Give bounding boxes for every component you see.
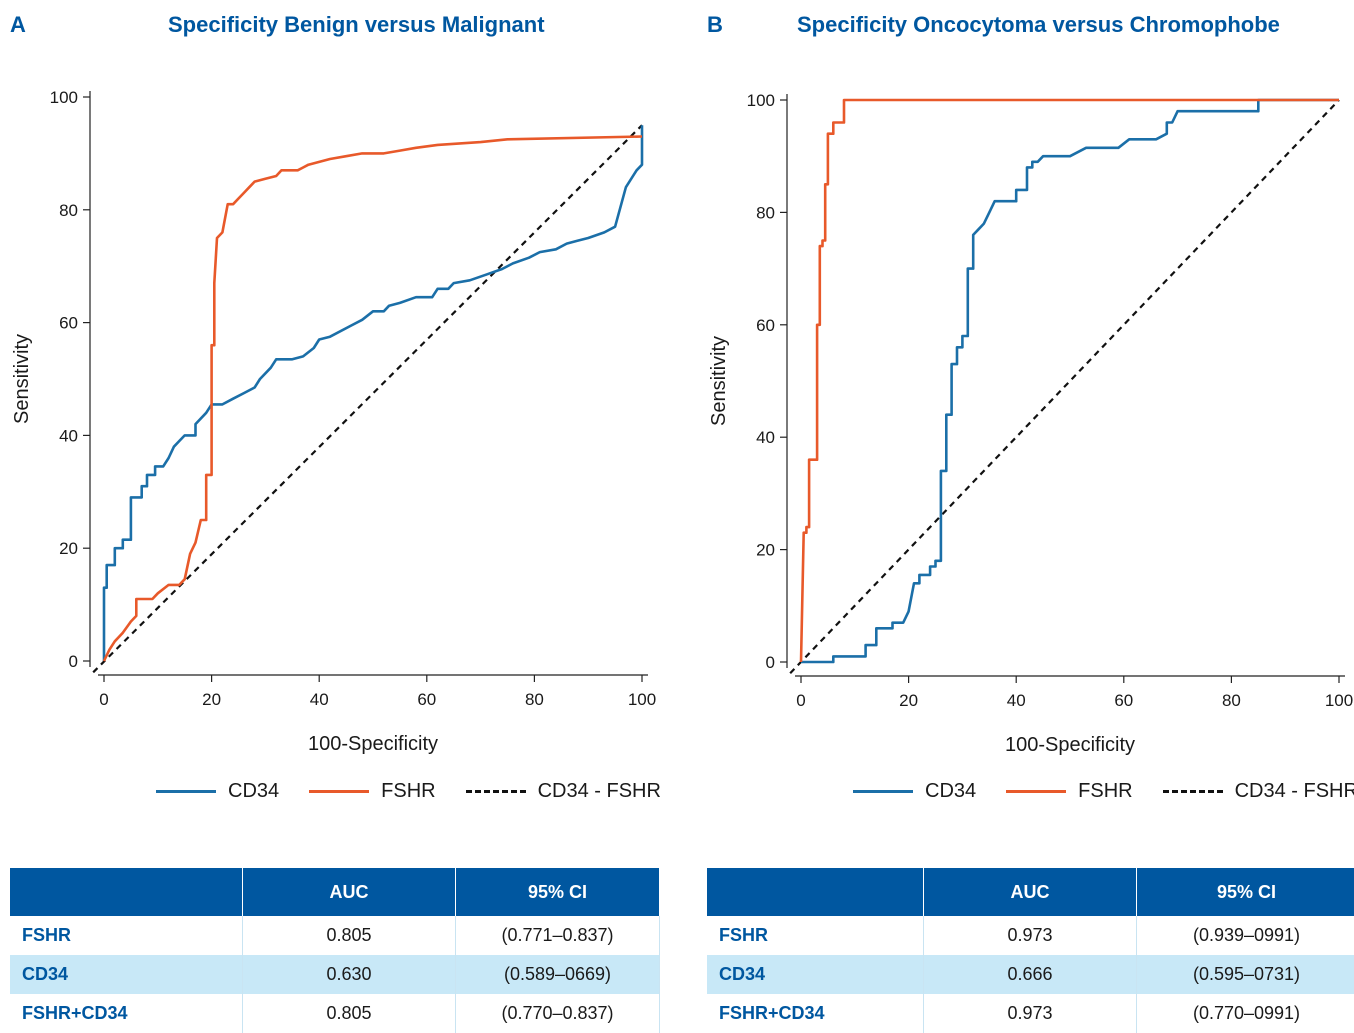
table-row: FSHR+CD34 0.973 (0.770–0991): [707, 994, 1354, 1033]
y-tick-label: 40: [59, 426, 78, 445]
table-header-row: AUC 95% CI: [10, 868, 660, 916]
table-header: [707, 868, 924, 916]
legend-label: CD34: [228, 780, 279, 803]
table-row: FSHR 0.973 (0.939–0991): [707, 916, 1354, 955]
table-header: AUC: [924, 868, 1137, 916]
auc-table: AUC 95% CI FSHR 0.973 (0.939–0991) CD34 …: [707, 868, 1354, 1033]
y-tick-label: 60: [756, 316, 775, 335]
table-header: 95% CI: [1137, 868, 1354, 916]
x-tick-label: 100: [1325, 691, 1353, 710]
x-axis-title: 100-Specificity: [1005, 734, 1135, 756]
y-tick-label: 0: [766, 653, 775, 672]
legend-swatch-fshr: [309, 790, 369, 793]
y-tick-label: 80: [59, 201, 78, 220]
panel-b: B Specificity Oncocytoma versus Chromoph…: [697, 0, 1354, 1028]
x-tick-label: 0: [99, 690, 108, 709]
auc-value: 0.630: [243, 955, 456, 994]
legend-swatch-cd34: [853, 790, 913, 793]
legend-swatch-diagonal: [1163, 790, 1223, 793]
x-tick-label: 80: [525, 690, 544, 709]
legend-label: CD34 - FSHR: [1235, 780, 1354, 803]
row-label: FSHR+CD34: [10, 994, 243, 1033]
legend-swatch-diagonal: [466, 790, 526, 793]
ci-value: (0.939–0991): [1137, 916, 1354, 955]
table-row: CD34 0.666 (0.595–0731): [707, 955, 1354, 994]
x-tick-label: 100: [628, 690, 656, 709]
legend-item-cd34-fshr: CD34 - FSHR: [466, 780, 661, 803]
legend-item-fshr: FSHR: [309, 780, 435, 803]
row-label: FSHR: [707, 916, 924, 955]
y-axis-title: Sensitivity: [708, 336, 730, 426]
row-label: FSHR: [10, 916, 243, 955]
x-tick-label: 80: [1222, 691, 1241, 710]
legend-label: CD34 - FSHR: [538, 780, 661, 803]
auc-value: 0.973: [924, 916, 1137, 955]
y-tick-label: 20: [756, 541, 775, 560]
legend-swatch-cd34: [156, 790, 216, 793]
series-line-cd34-fshr: [93, 125, 642, 672]
y-tick-label: 0: [69, 652, 78, 671]
roc-plot-a: 0 20 40 60 80 100 0 20 40 60 80 100 100-Specificity S…: [0, 0, 660, 770]
y-tick-label: 20: [59, 539, 78, 558]
legend-item-fshr: FSHR: [1006, 780, 1132, 803]
table-header-row: AUC 95% CI: [707, 868, 1354, 916]
table-row: FSHR 0.805 (0.771–0.837): [10, 916, 660, 955]
y-tick-label: 100: [747, 91, 775, 110]
legend: CD34 FSHR CD34 - FSHR: [853, 780, 1354, 803]
y-tick-label: 100: [50, 88, 78, 107]
x-tick-label: 60: [1114, 691, 1133, 710]
x-tick-label: 0: [796, 691, 805, 710]
table-row: CD34 0.630 (0.589–0669): [10, 955, 660, 994]
x-axis-title: 100-Specificity: [308, 733, 438, 755]
ci-value: (0.770–0991): [1137, 994, 1354, 1033]
table-row: FSHR+CD34 0.805 (0.770–0.837): [10, 994, 660, 1033]
ci-value: (0.770–0.837): [456, 994, 660, 1033]
legend-item-cd34: CD34: [156, 780, 279, 803]
auc-value: 0.805: [243, 994, 456, 1033]
legend-label: CD34: [925, 780, 976, 803]
legend-item-cd34: CD34: [853, 780, 976, 803]
y-axis-title: Sensitivity: [11, 334, 33, 424]
legend-swatch-fshr: [1006, 790, 1066, 793]
table-header: 95% CI: [456, 868, 660, 916]
y-tick-label: 80: [756, 203, 775, 222]
x-tick-label: 40: [1007, 691, 1026, 710]
legend-label: FSHR: [381, 780, 435, 803]
roc-plot-b: 0 20 40 60 80 100 0 20 40 60 80 100 100-Specificity S…: [697, 0, 1354, 770]
legend-label: FSHR: [1078, 780, 1132, 803]
row-label: CD34: [707, 955, 924, 994]
x-tick-label: 60: [417, 690, 436, 709]
series-line-fshr: [104, 137, 642, 662]
y-tick-label: 60: [59, 314, 78, 333]
ci-value: (0.771–0.837): [456, 916, 660, 955]
table-header: AUC: [243, 868, 456, 916]
x-tick-label: 20: [202, 690, 221, 709]
row-label: FSHR+CD34: [707, 994, 924, 1033]
x-tick-label: 40: [310, 690, 329, 709]
y-tick-label: 40: [756, 428, 775, 447]
auc-value: 0.973: [924, 994, 1137, 1033]
legend-item-cd34-fshr: CD34 - FSHR: [1163, 780, 1354, 803]
auc-value: 0.666: [924, 955, 1137, 994]
table-header: [10, 868, 243, 916]
auc-table: AUC 95% CI FSHR 0.805 (0.771–0.837) CD34…: [10, 868, 660, 1033]
ci-value: (0.589–0669): [456, 955, 660, 994]
legend: CD34 FSHR CD34 - FSHR: [156, 780, 691, 803]
auc-value: 0.805: [243, 916, 456, 955]
series-line-cd34-fshr: [790, 100, 1339, 673]
ci-value: (0.595–0731): [1137, 955, 1354, 994]
row-label: CD34: [10, 955, 243, 994]
x-tick-label: 20: [899, 691, 918, 710]
